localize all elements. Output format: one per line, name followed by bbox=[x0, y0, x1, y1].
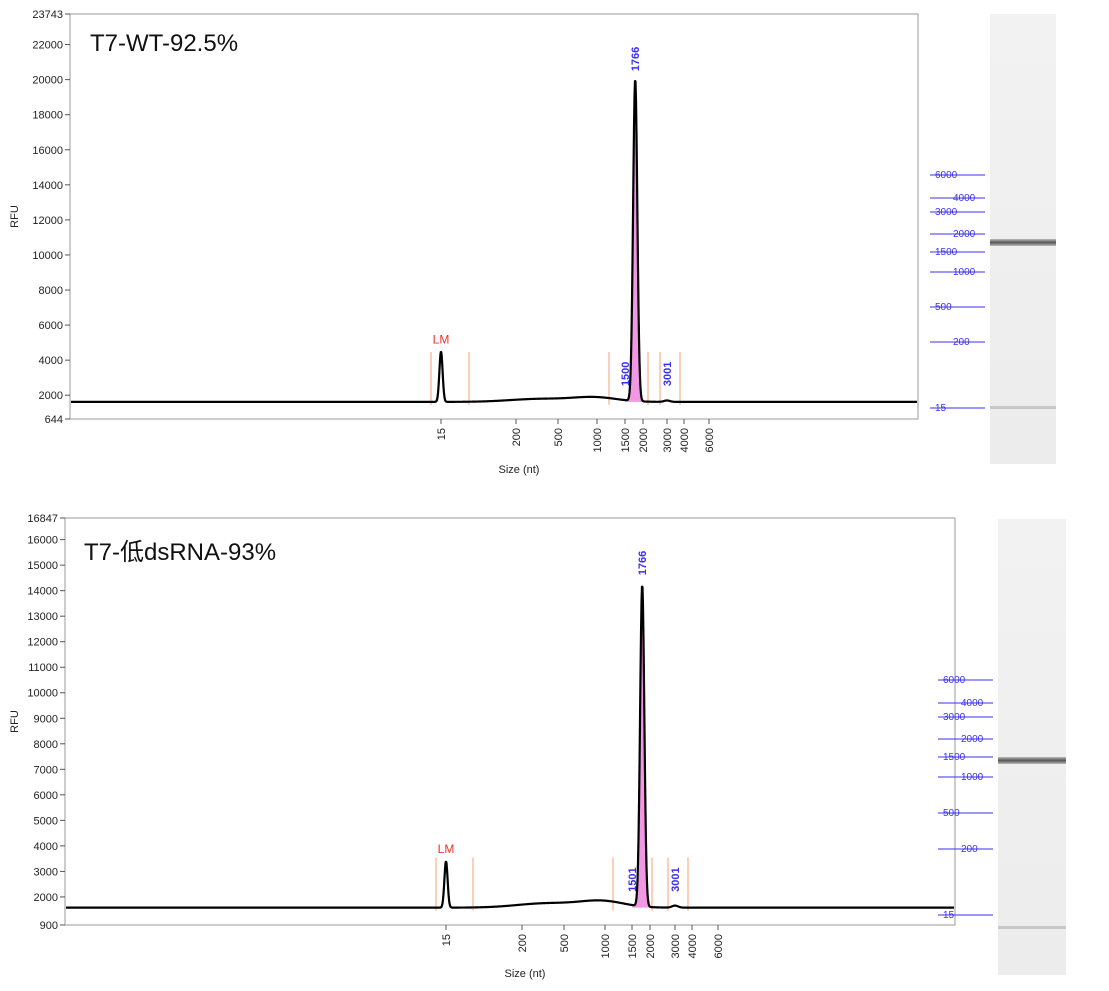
x-tick-label: 1000 bbox=[600, 934, 612, 958]
ladder-size-label: 500 bbox=[935, 302, 952, 313]
x-tick-label: 2000 bbox=[645, 934, 657, 958]
x-tick-label: 1000 bbox=[592, 428, 604, 452]
ladder-scale: 6000 4000 3000 2000 1500 1000 500 200 15 bbox=[938, 675, 993, 921]
ladder-size-label: 15 bbox=[935, 403, 947, 414]
gel-marker-band bbox=[990, 406, 1056, 409]
peak-size-label: 1766 bbox=[630, 47, 642, 71]
x-tick-label: 4000 bbox=[679, 428, 691, 452]
x-tick-label: 15 bbox=[436, 428, 448, 440]
ladder-size-label: 200 bbox=[953, 337, 970, 348]
x-tick-label: 1500 bbox=[620, 428, 632, 452]
y-axis-title: RFU bbox=[9, 710, 21, 733]
y-tick-label: 10000 bbox=[32, 250, 63, 262]
electropherogram-panel: 900 2000 3000 4000 5000 6000 7000 8000 9000 10000… bbox=[0, 505, 1109, 991]
x-tick-label: 6000 bbox=[704, 428, 716, 452]
peak-size-label: 3001 bbox=[670, 867, 682, 891]
x-tick-label: 3000 bbox=[662, 428, 674, 452]
lower-marker-label: LM bbox=[438, 842, 455, 856]
y-tick-label: 6000 bbox=[34, 790, 58, 802]
ladder-size-label: 3000 bbox=[935, 207, 958, 218]
peak-size-label: 1501 bbox=[627, 867, 639, 891]
x-tick-label: 2000 bbox=[638, 428, 650, 452]
gel-lane bbox=[990, 14, 1056, 464]
y-tick-label: 8000 bbox=[34, 739, 58, 751]
ladder-size-label: 2000 bbox=[961, 734, 984, 745]
gel-marker-band bbox=[998, 926, 1066, 929]
y-tick-label: 15000 bbox=[27, 560, 58, 572]
y-tick-label: 9000 bbox=[34, 713, 58, 725]
y-tick-label: 11000 bbox=[28, 662, 58, 674]
y-tick-label: 18000 bbox=[32, 110, 63, 122]
plot-frame bbox=[64, 517, 956, 926]
ladder-size-label: 500 bbox=[943, 808, 960, 819]
gel-lane bbox=[998, 519, 1066, 975]
y-tick-label: 10000 bbox=[27, 688, 58, 700]
x-tick-label: 4000 bbox=[687, 934, 699, 958]
y-axis-title: RFU bbox=[9, 205, 21, 228]
ladder-size-label: 200 bbox=[961, 844, 978, 855]
ladder-size-label: 1500 bbox=[943, 752, 966, 763]
rfu-trace bbox=[71, 80, 917, 403]
ladder-size-label: 6000 bbox=[935, 170, 958, 181]
ladder-size-label: 1000 bbox=[961, 772, 984, 783]
y-tick-label: 12000 bbox=[27, 637, 58, 649]
peak-size-label: 1766 bbox=[637, 551, 649, 575]
gel-main-band bbox=[998, 757, 1066, 764]
y-tick-label: 5000 bbox=[34, 815, 58, 827]
y-tick-label: 8000 bbox=[39, 285, 63, 297]
y-tick-label: 900 bbox=[40, 920, 58, 932]
y-tick-label: 13000 bbox=[27, 611, 58, 623]
lower-marker-label: LM bbox=[433, 332, 450, 346]
x-tick-label: 15 bbox=[441, 934, 453, 946]
ladder-size-label: 2000 bbox=[953, 229, 976, 240]
peak-size-label: 3001 bbox=[662, 362, 674, 386]
sample-title: T7-WT-92.5% bbox=[90, 30, 239, 57]
ladder-scale: 6000 4000 3000 2000 1500 1000 500 200 15 bbox=[930, 170, 985, 414]
y-tick-label: 6000 bbox=[39, 320, 63, 332]
y-tick-label: 4000 bbox=[39, 355, 63, 367]
main-peak-fill bbox=[632, 584, 653, 908]
rfu-trace bbox=[66, 585, 954, 909]
ladder-size-label: 4000 bbox=[961, 698, 984, 709]
y-tick-label: 23743 bbox=[32, 9, 63, 21]
y-tick-label: 22000 bbox=[32, 40, 63, 52]
electropherogram-panel: 644 2000 4000 6000 8000 10000 12000 14000 16000 1… bbox=[0, 0, 1109, 490]
y-tick-label: 16847 bbox=[27, 513, 58, 525]
ladder-size-label: 3000 bbox=[943, 712, 966, 723]
y-tick-label: 14000 bbox=[32, 180, 63, 192]
ladder-size-label: 4000 bbox=[953, 193, 976, 204]
electropherogram-chart: 900 2000 3000 4000 5000 6000 7000 8000 9000 10000… bbox=[9, 513, 956, 980]
x-tick-label: 200 bbox=[517, 934, 529, 952]
gel-main-band bbox=[990, 239, 1056, 246]
y-tick-label: 2000 bbox=[34, 892, 58, 904]
x-tick-label: 500 bbox=[553, 428, 565, 446]
ladder-size-label: 1000 bbox=[953, 267, 976, 278]
y-tick-label: 4000 bbox=[34, 841, 58, 853]
electropherogram-chart: 644 2000 4000 6000 8000 10000 12000 14000 16000 1… bbox=[9, 9, 919, 476]
y-tick-label: 7000 bbox=[34, 764, 58, 776]
x-axis-title: Size (nt) bbox=[499, 464, 540, 476]
peak-size-label: 1500 bbox=[620, 362, 632, 386]
x-tick-label: 6000 bbox=[713, 934, 725, 958]
y-tick-label: 2000 bbox=[39, 390, 63, 402]
plot-frame bbox=[69, 13, 919, 420]
y-tick-label: 16000 bbox=[32, 145, 63, 157]
ladder-size-label: 15 bbox=[943, 910, 955, 921]
y-tick-label: 12000 bbox=[32, 215, 63, 227]
x-tick-label: 200 bbox=[511, 428, 523, 446]
x-tick-label: 3000 bbox=[670, 934, 682, 958]
ladder-size-label: 1500 bbox=[935, 247, 958, 258]
main-peak-fill bbox=[625, 78, 646, 402]
sample-title: T7-低dsRNA-93% bbox=[84, 539, 277, 566]
y-tick-label: 14000 bbox=[27, 586, 58, 598]
x-axis-title: Size (nt) bbox=[505, 968, 546, 980]
y-tick-label: 3000 bbox=[34, 866, 58, 878]
x-tick-label: 1500 bbox=[627, 934, 639, 958]
ladder-size-label: 6000 bbox=[943, 675, 966, 686]
y-tick-label: 20000 bbox=[32, 75, 63, 87]
y-tick-label: 16000 bbox=[27, 535, 58, 547]
x-tick-label: 500 bbox=[559, 934, 571, 952]
y-tick-label: 644 bbox=[45, 414, 63, 426]
